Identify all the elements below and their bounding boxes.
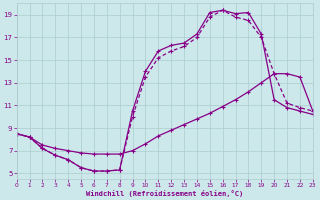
X-axis label: Windchill (Refroidissement éolien,°C): Windchill (Refroidissement éolien,°C) [86, 190, 243, 197]
